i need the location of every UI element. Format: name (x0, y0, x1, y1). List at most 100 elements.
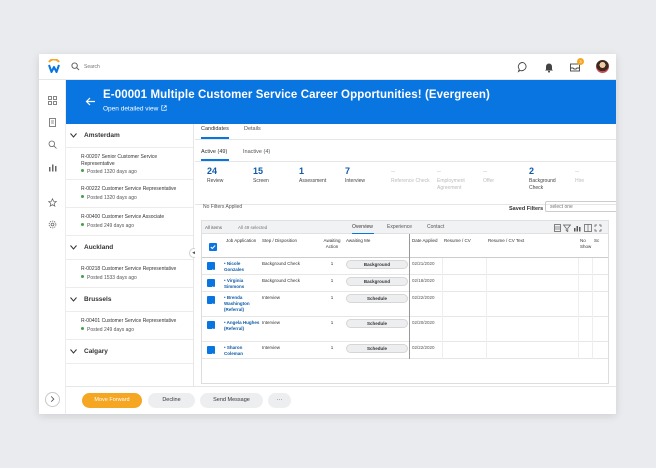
column-divider (486, 275, 487, 292)
workday-logo[interactable] (46, 59, 62, 75)
magnify-icon[interactable] (48, 140, 57, 149)
stage-assessment[interactable]: 1 Assessment (299, 166, 339, 185)
column-header-no-show[interactable]: No Show (580, 238, 592, 249)
row-checkbox[interactable] (207, 321, 215, 333)
stage-interview[interactable]: 7 Interview (345, 166, 385, 185)
select-all-checkbox[interactable] (209, 243, 217, 251)
column-divider (592, 342, 593, 359)
stage-employment-agreement[interactable]: -- Employment Agreement (437, 166, 477, 192)
bell-icon[interactable] (543, 61, 555, 73)
column-header-awaiting-action[interactable]: Awaiting Action (323, 238, 341, 249)
saved-filters-select[interactable]: select one (545, 201, 616, 212)
awaiting-action-count: 1 (330, 295, 334, 300)
tab-inactive[interactable]: Inactive (4) (243, 149, 271, 155)
requisition-item[interactable]: R-00207 Senior Customer Service Represen… (66, 148, 193, 180)
awaiting-me-button[interactable]: Background (346, 277, 408, 286)
chat-icon[interactable] (517, 61, 529, 73)
view-tab-overview[interactable]: Overview (352, 224, 373, 230)
column-header-date-applied[interactable]: Date Applied (412, 238, 438, 243)
send-message-button[interactable]: Send Message (200, 393, 263, 408)
requisition-posted: Posted 1320 days ago (81, 195, 137, 201)
app-window: 3 E-00001 Mu (39, 54, 616, 414)
document-icon[interactable] (48, 118, 57, 127)
grid-icon[interactable] (48, 96, 57, 105)
candidate-link[interactable]: • Sharon Coleman (224, 345, 260, 357)
chevron-down-icon (70, 133, 77, 138)
table-row[interactable]: • Angela Hughes (Referral) Interview 1 Sche… (202, 317, 608, 342)
row-checkbox[interactable] (207, 262, 215, 274)
column-header-awaiting-me[interactable]: Awaiting Me (344, 234, 410, 258)
open-detailed-view-link[interactable]: Open detailed view (103, 105, 167, 113)
column-header-job-application[interactable]: Job Application (226, 238, 257, 243)
table-row[interactable]: • Nicole Gonzales Background Check 1 Backgr… (202, 258, 608, 275)
search-input[interactable] (84, 61, 284, 73)
candidate-link[interactable]: • Virginia Simmons (224, 278, 260, 290)
awaiting-me-button[interactable]: Background (346, 260, 408, 269)
candidate-link[interactable]: • Brenda Washington (Referral) (224, 295, 260, 313)
stage-label: Background Check (529, 178, 556, 191)
frozen-column-divider (409, 292, 410, 317)
back-arrow-icon[interactable] (85, 96, 96, 107)
requisition-item[interactable]: R-00218 Customer Service Representative P… (66, 260, 193, 288)
row-checkbox[interactable] (207, 296, 215, 308)
awaiting-me-button[interactable]: Schedule (346, 319, 408, 328)
check-icon (208, 269, 214, 274)
inbox-icon[interactable] (569, 61, 581, 73)
stage-offer[interactable]: -- Offer (483, 166, 523, 185)
locations-panel: Amsterdam R-00207 Senior Customer Service… (66, 124, 194, 386)
view-tab-contact[interactable]: Contact (427, 224, 445, 230)
column-header-step[interactable]: Step / Disposition (262, 238, 298, 243)
requisition-item[interactable]: R-00401 Customer Service Representative P… (66, 312, 193, 340)
no-filters-label: No Filters Applied (203, 204, 243, 210)
stage-background-check[interactable]: 2 Background Check (529, 166, 569, 192)
column-header-resume-text[interactable]: Resume / CV Text (488, 238, 525, 243)
gear-icon[interactable] (48, 220, 57, 229)
star-icon[interactable] (48, 198, 57, 207)
table-row[interactable]: • Virginia Simmons Background Check 1 Backg… (202, 275, 608, 292)
bar-chart-icon[interactable] (48, 163, 57, 172)
location-name: Amsterdam (84, 132, 120, 139)
stage-count: 15 (253, 166, 264, 176)
stage-review[interactable]: 24 Review (207, 166, 247, 185)
chart-icon (574, 226, 581, 232)
tab-candidates[interactable]: Candidates (201, 126, 229, 132)
column-divider (578, 258, 579, 275)
column-divider (486, 317, 487, 342)
bullet: • (224, 295, 227, 300)
stage-screen[interactable]: 15 Screen (253, 166, 293, 185)
tab-details[interactable]: Details (244, 126, 261, 132)
column-header-resume[interactable]: Resume / CV (444, 238, 471, 243)
stage-hire[interactable]: -- Hire (575, 166, 615, 185)
stage-label: Review (207, 178, 224, 184)
stage-label: Employment Agreement (437, 178, 465, 191)
location-header[interactable]: Auckland (66, 236, 193, 260)
candidate-link[interactable]: • Nicole Gonzales (224, 261, 260, 273)
date-applied: 02/21/2020 (412, 261, 435, 266)
awaiting-me-button[interactable]: Schedule (346, 344, 408, 353)
stage-label: Offer (483, 178, 495, 184)
view-tab-experience[interactable]: Experience (387, 224, 413, 230)
expand-rail-button[interactable] (45, 392, 60, 407)
decline-button[interactable]: Decline (148, 393, 195, 408)
tab-active[interactable]: Active (49) (201, 149, 228, 155)
candidate-link[interactable]: • Angela Hughes (Referral) (224, 320, 260, 332)
select-all-checkbox-cell[interactable] (202, 234, 224, 258)
stage-count: 7 (345, 166, 351, 176)
location-header[interactable]: Calgary (66, 340, 193, 364)
table-row[interactable]: • Brenda Washington (Referral) Interview 1… (202, 292, 608, 317)
location-header[interactable]: Brussels (66, 288, 193, 312)
move-forward-button[interactable]: Move Forward (82, 393, 142, 408)
awaiting-me-button[interactable]: Schedule (346, 294, 408, 303)
column-divider (592, 275, 593, 292)
stage-reference-check[interactable]: -- Reference Check (391, 166, 431, 185)
row-checkbox[interactable] (207, 346, 215, 358)
row-checkbox[interactable] (207, 279, 215, 291)
more-actions-button[interactable]: ··· (268, 393, 291, 408)
table-row[interactable]: • Sharon Coleman Interview 1 Schedule 02/22/… (202, 342, 608, 359)
location-header[interactable]: Amsterdam (66, 124, 193, 148)
grid-tool-icons[interactable] (554, 224, 602, 232)
column-header-extra[interactable]: Sc (594, 238, 600, 243)
requisition-item[interactable]: R-00222 Customer Service Representative P… (66, 180, 193, 208)
requisition-item[interactable]: R-00400 Customer Service Associate Posted… (66, 208, 193, 236)
avatar[interactable] (596, 60, 609, 73)
